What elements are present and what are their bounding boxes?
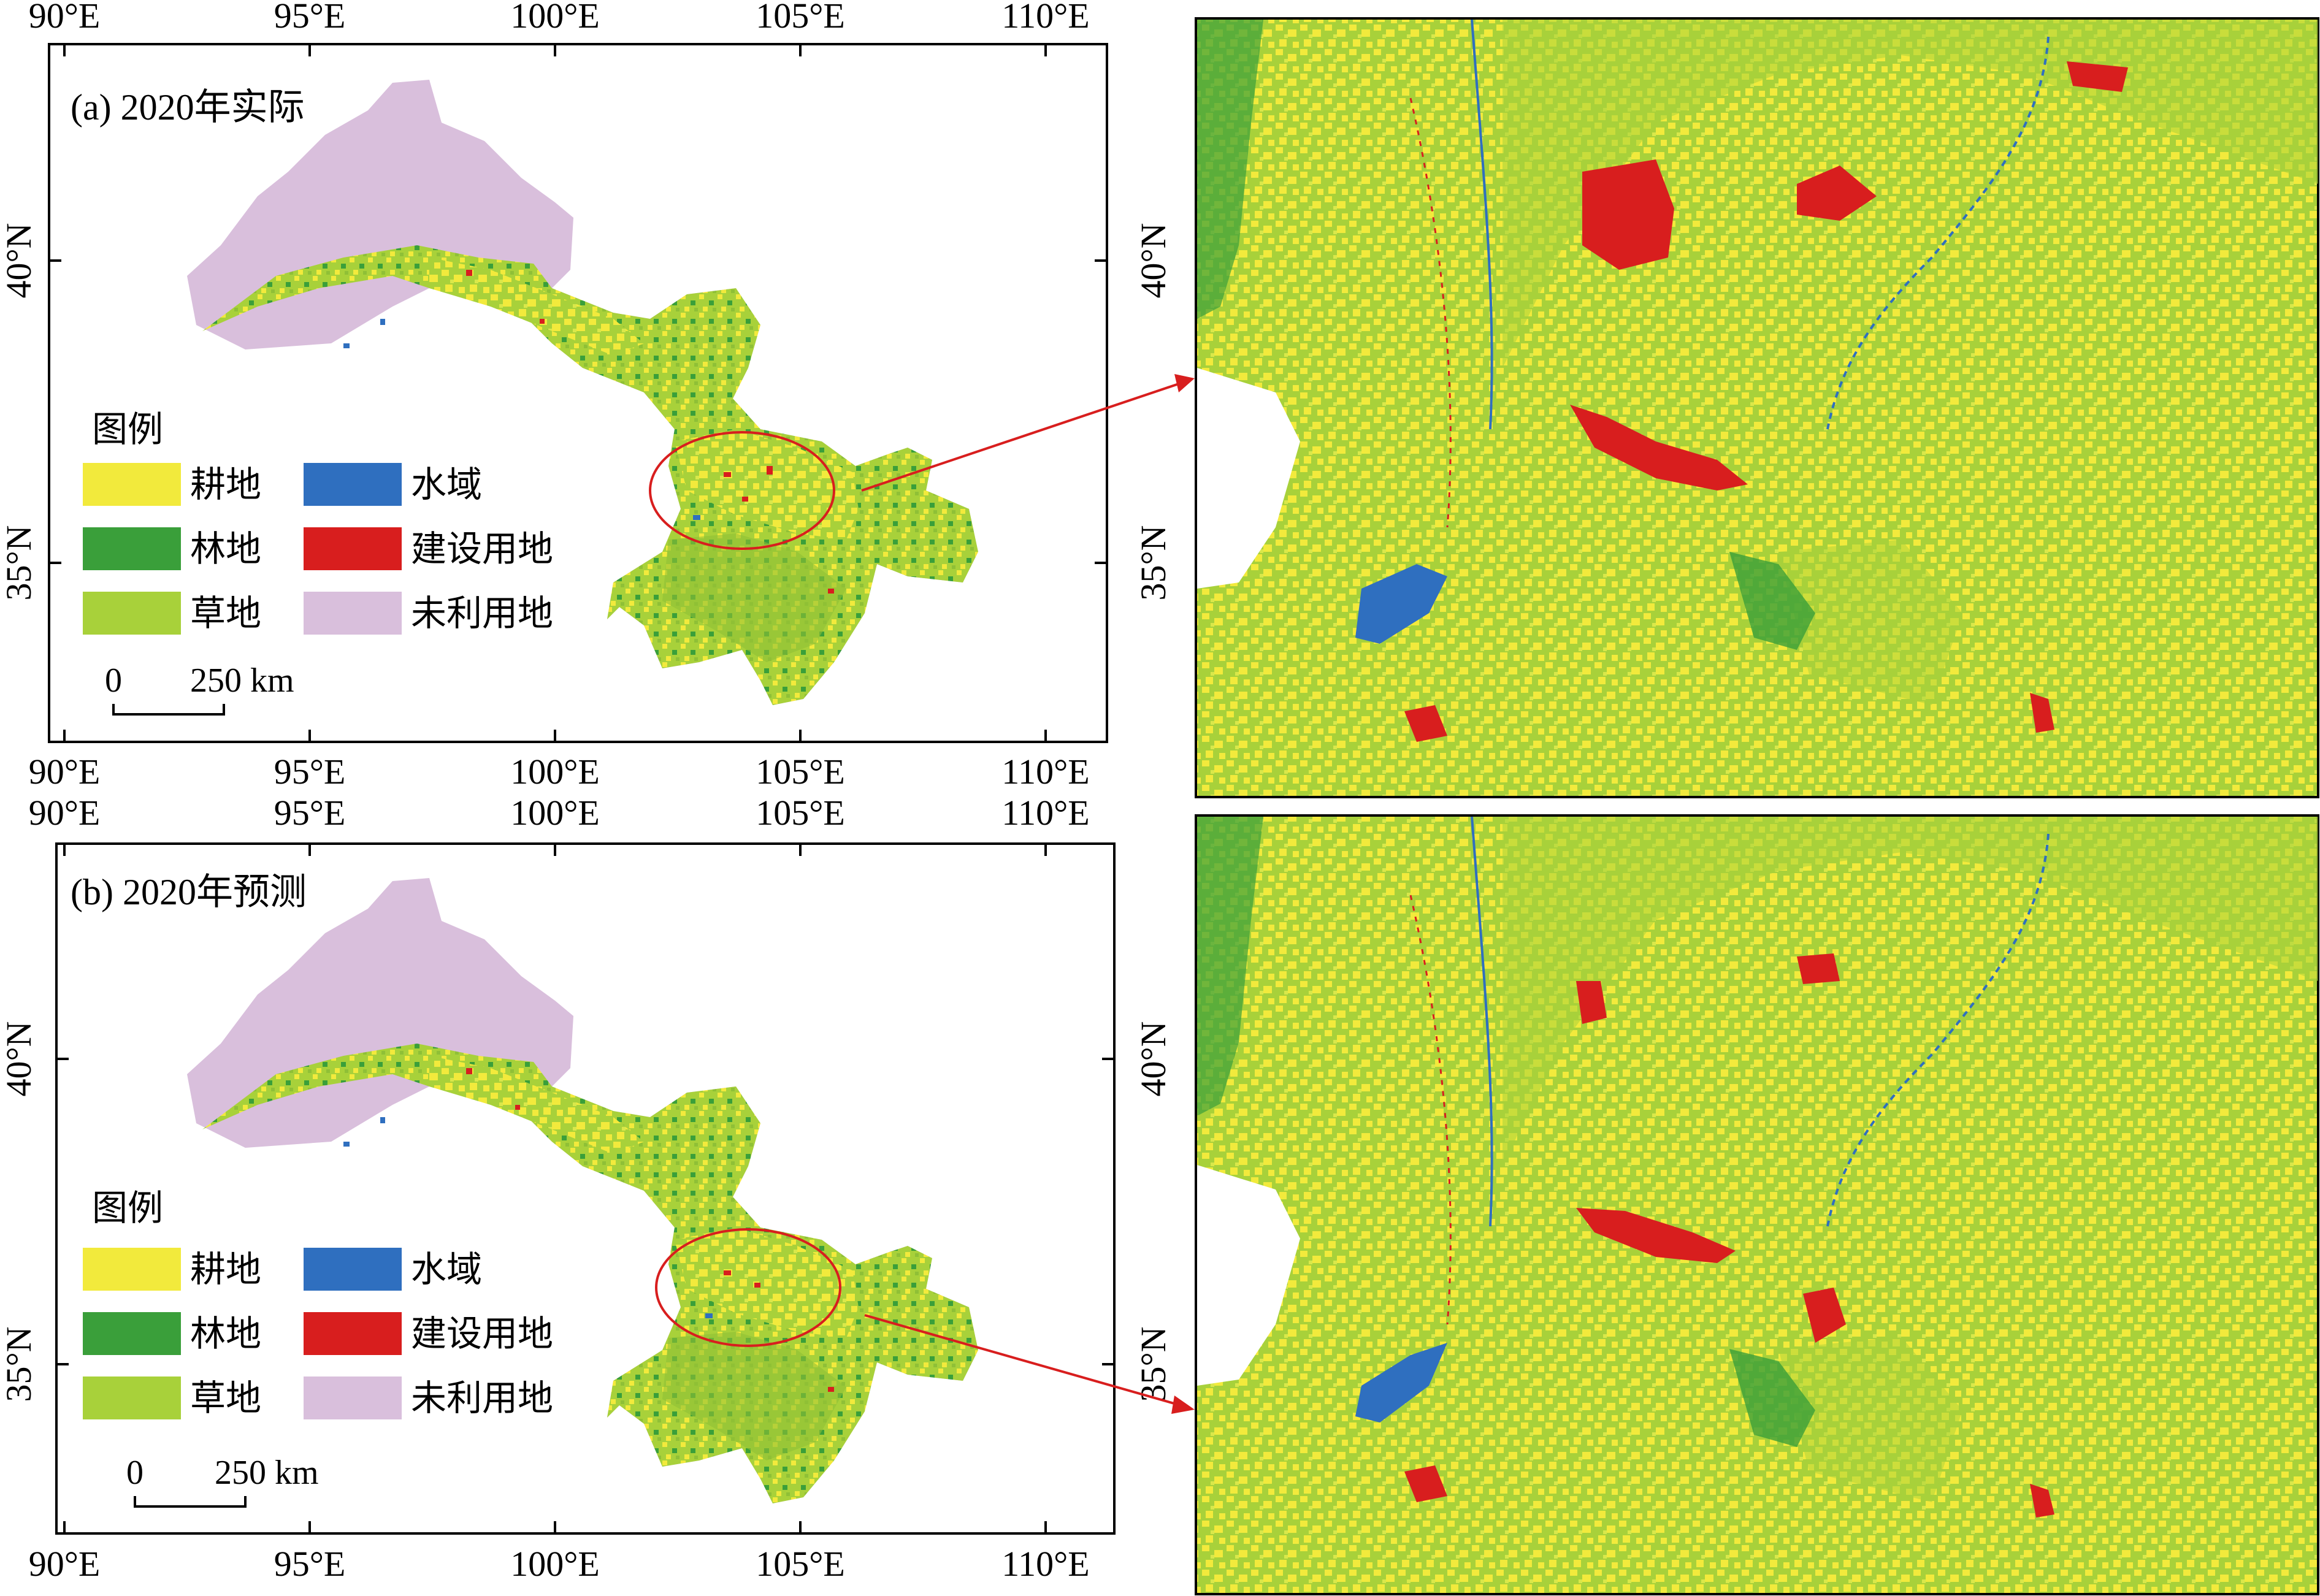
scale-zero-a: 0	[105, 662, 122, 700]
legend-swatch-cropland-a	[83, 463, 181, 506]
scale-label-a: 250 km	[190, 662, 294, 700]
lon-tick-a-top-3: 105°E	[756, 0, 845, 36]
zoom-lat-tick-bottom-0: 40°N	[1133, 1021, 1173, 1096]
arrow-bottom	[864, 1314, 1181, 1407]
scale-label-b: 250 km	[215, 1454, 319, 1492]
map-frame-a	[48, 43, 1108, 743]
legend-label-built-b: 建设用地	[411, 1313, 553, 1354]
scale-bar-a: 0 250 km	[105, 662, 294, 716]
lon-tick-b-bot-3: 105°E	[756, 1544, 845, 1584]
zoom-lat-tick-top-1: 35°N	[1133, 525, 1173, 600]
legend-swatch-grassland-b	[83, 1376, 181, 1419]
scale-bar-b: 0 250 km	[126, 1454, 319, 1508]
legend-swatch-cropland-b	[83, 1248, 181, 1291]
legend-label-built-a: 建设用地	[411, 528, 553, 570]
legend-swatch-built-a	[304, 527, 402, 570]
legend-label-cropland-a: 耕地	[190, 464, 261, 505]
landuse-map-b	[187, 878, 978, 1503]
legend-label-grassland-a: 草地	[190, 592, 261, 634]
legend-a: 耕地 林地 草地 水域 建设用地 未利用地	[83, 463, 553, 635]
lon-tick-b-bot-2: 100°E	[510, 1544, 600, 1584]
zoom-arrows	[861, 374, 1195, 1414]
lon-tick-b-top-3: 105°E	[756, 793, 845, 833]
map-frame-b	[55, 842, 1116, 1535]
legend-label-unused-a: 未利用地	[411, 592, 553, 634]
legend-label-water-a: 水域	[411, 464, 482, 505]
lon-tick-b-bot-4: 110°E	[1001, 1544, 1089, 1584]
panel-title-b: (b) 2020年预测	[71, 872, 307, 912]
lon-tick-a-top-2: 100°E	[510, 0, 600, 36]
legend-label-forest-b: 林地	[190, 1313, 261, 1354]
legend-title-a: 图例	[92, 408, 163, 450]
panel-b: 90°E 95°E 100°E 105°E 110°E 90°E 95°E 10…	[0, 793, 1116, 1584]
lon-tick-a-bot-0: 90°E	[29, 752, 101, 792]
legend-swatch-forest-a	[83, 527, 181, 570]
legend-title-b: 图例	[92, 1187, 163, 1229]
scale-zero-b: 0	[126, 1454, 144, 1492]
lon-tick-b-top-4: 110°E	[1001, 793, 1089, 833]
zoom-lat-tick-bottom-1: 35°N	[1133, 1326, 1173, 1402]
lon-tick-a-top-4: 110°E	[1001, 0, 1089, 36]
legend-swatch-unused-b	[304, 1376, 402, 1419]
zoom-texture-bottom	[1197, 816, 2318, 1593]
zoom-circle-b	[655, 1228, 841, 1347]
lon-tick-b-top-1: 95°E	[274, 793, 346, 833]
legend-swatch-built-b	[304, 1312, 402, 1355]
lon-tick-b-top-2: 100°E	[510, 793, 600, 833]
legend-swatch-forest-b	[83, 1312, 181, 1355]
zoom-lat-tick-top-0: 40°N	[1133, 223, 1173, 298]
arrowhead-top	[1174, 374, 1195, 392]
arrow-top	[861, 382, 1181, 492]
lon-tick-a-top-0: 90°E	[29, 0, 101, 36]
legend-swatch-water-b	[304, 1248, 402, 1291]
lat-tick-b-0: 40°N	[0, 1021, 39, 1096]
lon-tick-a-top-1: 95°E	[274, 0, 346, 36]
arrowhead-bottom	[1171, 1396, 1195, 1414]
zoom-texture-top	[1197, 19, 2318, 796]
legend-label-cropland-b: 耕地	[190, 1248, 261, 1290]
lat-tick-b-1: 35°N	[0, 1326, 39, 1402]
legend-label-forest-a: 林地	[190, 528, 261, 570]
lon-tick-b-bot-0: 90°E	[29, 1544, 101, 1584]
lon-tick-a-bot-2: 100°E	[510, 752, 600, 792]
lat-tick-a-0: 40°N	[0, 223, 39, 298]
legend-b: 耕地 林地 草地 水域 建设用地 未利用地	[83, 1248, 553, 1419]
zoom-panel-top: 40°N 35°N	[1133, 17, 2319, 798]
legend-label-water-b: 水域	[411, 1248, 482, 1290]
lat-tick-a-1: 35°N	[0, 525, 39, 600]
panel-a: 90°E 95°E 100°E 105°E 110°E 90°E 95°E 10…	[0, 0, 1108, 792]
legend-label-grassland-b: 草地	[190, 1377, 261, 1419]
legend-swatch-water-a	[304, 463, 402, 506]
legend-swatch-unused-a	[304, 592, 402, 635]
lon-tick-b-bot-1: 95°E	[274, 1544, 346, 1584]
legend-swatch-grassland-a	[83, 592, 181, 635]
lon-tick-b-top-0: 90°E	[29, 793, 101, 833]
landuse-map-a	[187, 80, 978, 705]
panel-title-a: (a) 2020年实际	[71, 87, 305, 128]
lon-tick-a-bot-4: 110°E	[1001, 752, 1089, 792]
legend-label-unused-b: 未利用地	[411, 1377, 553, 1419]
zoom-circle-a	[649, 431, 835, 550]
lon-tick-a-bot-1: 95°E	[274, 752, 346, 792]
lon-tick-a-bot-3: 105°E	[756, 752, 845, 792]
zoom-panel-bottom: 40°N 35°N	[1133, 814, 2319, 1595]
